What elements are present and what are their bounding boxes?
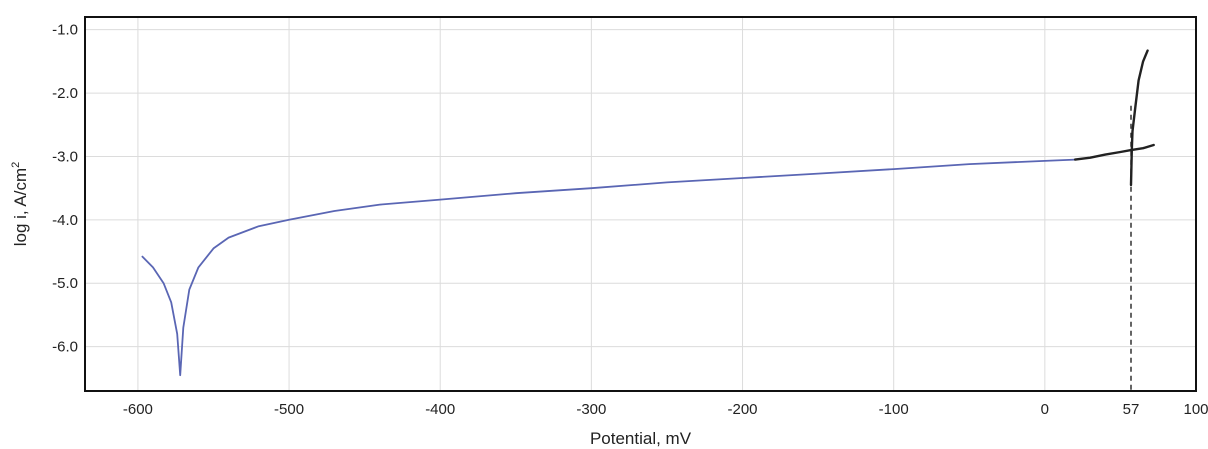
y-axis-title-superscript: 2 (10, 162, 22, 168)
y-tick-labels: -1.0 -2.0 -3.0 -4.0 -5.0 -6.0 (52, 22, 78, 356)
y-tick-label: -5.0 (52, 275, 78, 292)
y-tick-label: -2.0 (52, 85, 78, 102)
y-tick-label: -6.0 (52, 339, 78, 356)
y-tick-label: -1.0 (52, 22, 78, 39)
grid-lines (85, 17, 1197, 391)
series-line (1073, 143, 1155, 161)
plot-frame (84, 16, 1197, 392)
x-tick-label: -400 (425, 401, 455, 418)
x-tick-label: 100 (1183, 401, 1208, 418)
series-line (1129, 49, 1149, 187)
x-tick-label: 57 (1123, 401, 1140, 418)
series-line (141, 158, 1076, 377)
x-axis-title: Potential, mV (590, 429, 692, 448)
x-tick-label: -500 (274, 401, 304, 418)
y-tick-label: -3.0 (52, 148, 78, 165)
y-axis-title-text: log i, A/cm (11, 168, 30, 246)
x-tick-label: -200 (728, 401, 758, 418)
series-layer (141, 49, 1155, 377)
y-tick-label: -4.0 (52, 212, 78, 229)
x-tick-label: 0 (1041, 401, 1049, 418)
x-tick-label: -600 (123, 401, 153, 418)
x-tick-labels: -600 -500 -400 -300 -200 -100 0 57 100 (123, 401, 1208, 418)
x-tick-label: -300 (576, 401, 606, 418)
x-tick-label: -100 (879, 401, 909, 418)
y-axis-title: log i, A/cm2 (10, 162, 30, 247)
